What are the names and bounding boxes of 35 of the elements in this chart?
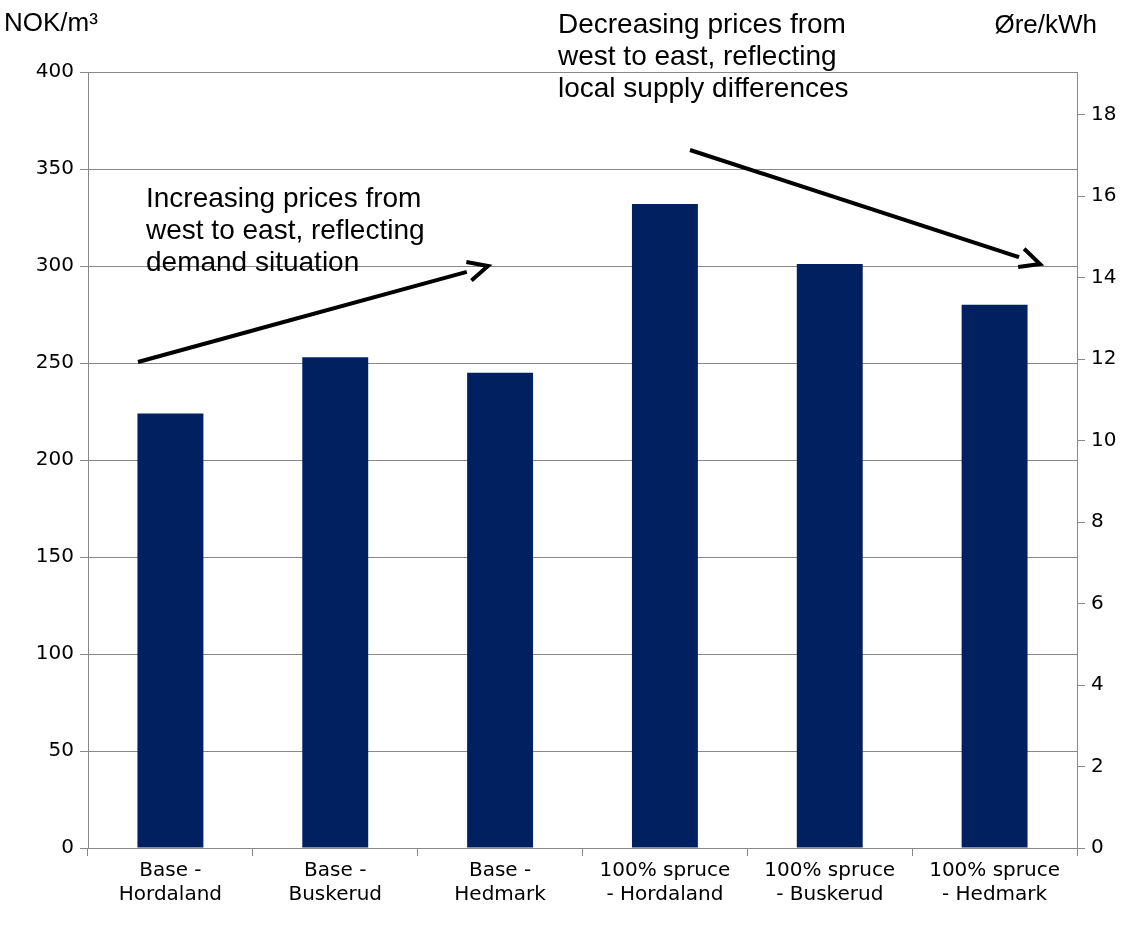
y-tick-label: 350 [35, 155, 74, 180]
y2-tick-label: 8 [1091, 508, 1104, 533]
y2-tick-label: 10 [1091, 426, 1117, 451]
x-tick-label: Base - Buskerud [288, 857, 383, 906]
y-tick-label: 100 [35, 640, 74, 665]
x-tick-label: 100% spruce - Hedmark [929, 857, 1061, 906]
y-axis-title: NOK/m³ [4, 7, 98, 38]
y-tick-label: 300 [35, 252, 74, 277]
y-tick-label: 50 [48, 737, 74, 762]
y2-tick-label: 18 [1091, 100, 1117, 125]
y-tick-label: 200 [35, 446, 74, 471]
y2-tick-label: 6 [1091, 589, 1104, 614]
y2-tick-label: 0 [1091, 834, 1104, 859]
y-tick-label: 400 [35, 58, 74, 83]
y2-tick-label: 12 [1091, 345, 1117, 370]
bar [961, 304, 1028, 848]
annotation: Decreasing prices from west to east, reflecting local supply differences [558, 8, 849, 105]
x-tick-label: Base - Hordaland [118, 857, 223, 906]
y-tick-label: 250 [35, 349, 74, 374]
y2-tick-label: 14 [1091, 263, 1117, 288]
y2-axis-title: Øre/kWh [994, 9, 1097, 40]
y-tick-label: 150 [35, 543, 74, 568]
y2-tick-label: 16 [1091, 182, 1117, 207]
x-tick-label: Base - Hedmark [454, 857, 547, 906]
annotation: Increasing prices from west to east, reflecting demand situation [146, 182, 425, 279]
bar [467, 372, 534, 848]
x-tick-label: 100% spruce - Buskerud [764, 857, 896, 906]
y2-tick-label: 2 [1091, 752, 1104, 777]
bar [302, 357, 369, 848]
bar [631, 203, 698, 848]
y2-tick-label: 4 [1091, 671, 1104, 696]
y-tick-label: 0 [61, 834, 74, 859]
bar [137, 413, 204, 848]
x-tick-label: 100% spruce - Hordaland [599, 857, 731, 906]
bar [796, 264, 863, 848]
